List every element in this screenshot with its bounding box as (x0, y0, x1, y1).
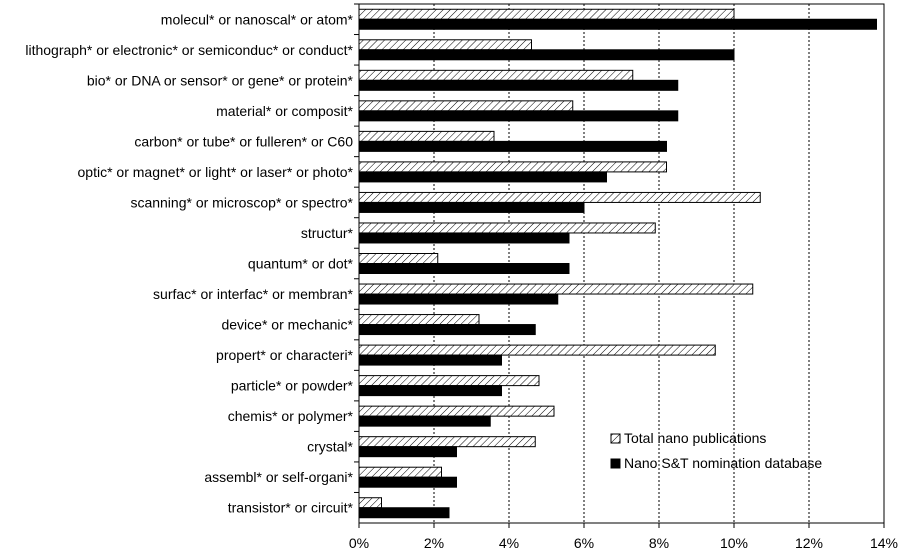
category-label: device* or mechanic* (221, 317, 353, 333)
bar-nano-st-nomination-database (358, 140, 667, 152)
bar-total-nano-publications (358, 497, 382, 509)
category-label: bio* or DNA or sensor* or gene* or prote… (87, 72, 354, 88)
category-label: particle* or powder* (231, 378, 354, 394)
bar-nano-st-nomination-database (358, 507, 450, 519)
bar-total-nano-publications (358, 39, 532, 51)
bar-total-nano-publications (358, 375, 540, 387)
bar-total-nano-publications (358, 466, 442, 478)
bar-nano-st-nomination-database (358, 324, 536, 336)
bar-nano-st-nomination-database (358, 263, 570, 274)
category-label: crystal* (307, 439, 353, 455)
bar-nano-st-nomination-database (358, 201, 585, 213)
x-tick-label: 12% (795, 535, 823, 551)
bar-total-nano-publications (358, 130, 495, 142)
bar-total-nano-publications (358, 100, 574, 112)
bar-total-nano-publications (358, 191, 761, 203)
x-tick-label: 0% (349, 535, 369, 551)
legend-label-total-nano-publications: Total nano publications (624, 430, 766, 446)
legend-label-nano-st-nomination-database: Nano S&T nomination database (624, 455, 822, 471)
legend-swatch-total-nano-publications (610, 433, 621, 444)
bar-total-nano-publications (358, 283, 754, 295)
legend: Total nano publications Nano S&T nominat… (610, 430, 822, 471)
bar-nano-st-nomination-database (358, 446, 457, 458)
category-label: scanning* or microscop* or spectro* (130, 194, 353, 210)
x-tick-label: 2% (424, 535, 444, 551)
category-label: chemis* or polymer* (228, 408, 354, 424)
bar-total-nano-publications (358, 8, 735, 20)
x-tick-label: 4% (499, 535, 519, 551)
category-label: surfac* or interfac* or membran* (153, 286, 354, 302)
x-tick-label: 14% (870, 535, 898, 551)
bars (358, 8, 877, 519)
x-tick-label: 10% (720, 535, 748, 551)
bar-nano-st-nomination-database (358, 415, 491, 427)
category-label: quantum* or dot* (248, 256, 354, 272)
bar-nano-st-nomination-database (358, 49, 735, 61)
bar-nano-st-nomination-database (358, 232, 570, 244)
category-label: assembl* or self-organi* (204, 469, 353, 485)
category-label: transistor* or circuit* (228, 500, 354, 516)
bar-total-nano-publications (358, 405, 555, 417)
x-tick-labels: 0% 2% 4% 6% 8% 10% 12% 14% (349, 535, 898, 551)
legend-swatch-nano-st-nomination-database (610, 458, 621, 469)
bar-total-nano-publications (358, 69, 634, 81)
category-labels: molecul* or nanoscal* or atom* lithograph… (25, 11, 353, 515)
category-label: optic* or magnet* or light* or laser* or… (78, 164, 354, 180)
x-tick-label: 6% (574, 535, 594, 551)
bar-total-nano-publications (358, 161, 667, 173)
bar-nano-st-nomination-database (358, 385, 502, 397)
bar-total-nano-publications (358, 314, 480, 326)
bar-total-nano-publications (358, 253, 439, 264)
bar-total-nano-publications (358, 222, 656, 234)
category-label: molecul* or nanoscal* or atom* (161, 11, 354, 27)
bar-total-nano-publications (358, 344, 716, 356)
category-label: material* or composit* (216, 103, 353, 119)
category-label: carbon* or tube* or fulleren* or C60 (134, 133, 353, 149)
bar-nano-st-nomination-database (358, 293, 559, 305)
category-label: lithograph* or electronic* or semiconduc… (25, 42, 353, 58)
category-label: structur* (301, 225, 354, 241)
bar-nano-st-nomination-database (358, 476, 457, 488)
bar-nano-st-nomination-database (358, 354, 502, 366)
category-label: propert* or characteri* (216, 347, 354, 363)
bar-nano-st-nomination-database (358, 18, 877, 30)
bar-nano-st-nomination-database (358, 110, 679, 122)
bar-nano-st-nomination-database (358, 79, 679, 91)
x-tick-label: 8% (649, 535, 669, 551)
bar-total-nano-publications (358, 436, 536, 448)
bar-nano-st-nomination-database (358, 171, 607, 183)
